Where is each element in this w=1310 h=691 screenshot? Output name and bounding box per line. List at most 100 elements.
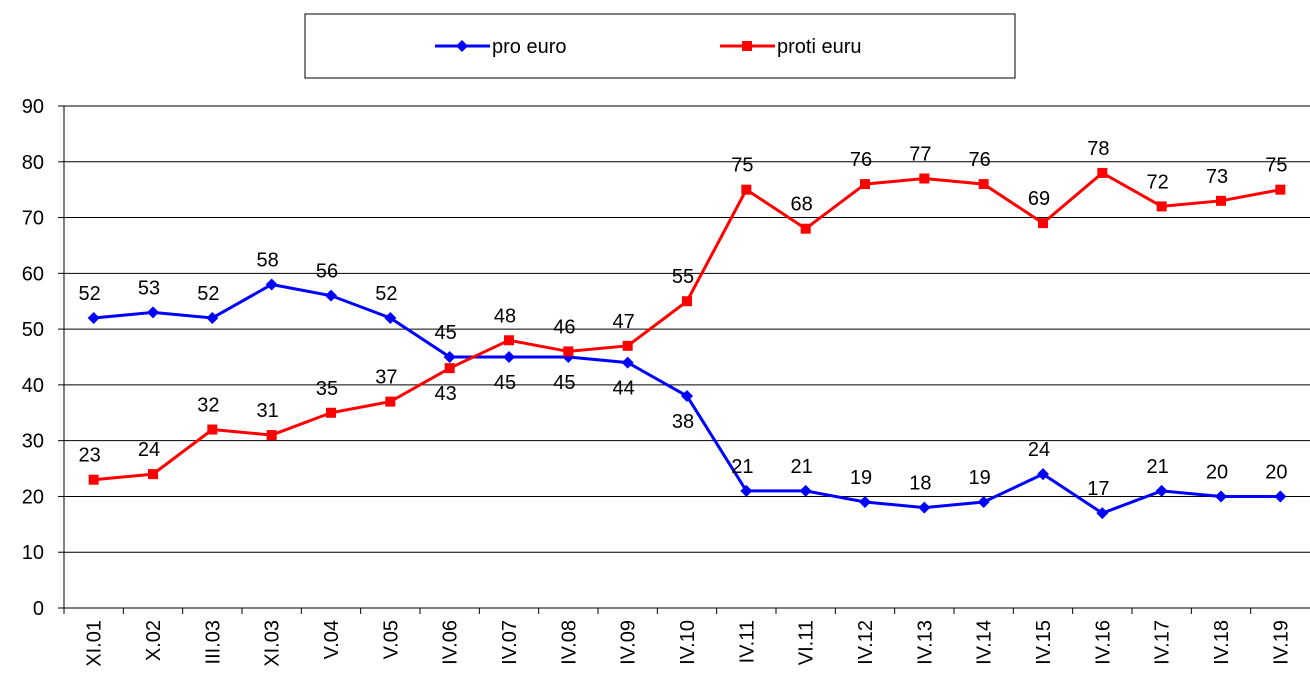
- marker: [860, 179, 870, 190]
- marker: [621, 356, 634, 369]
- marker: [265, 278, 278, 291]
- marker: [1275, 184, 1286, 195]
- data-label: 18: [909, 473, 931, 495]
- marker: [1038, 218, 1048, 229]
- marker: [682, 296, 692, 307]
- marker: [148, 469, 158, 480]
- y-tick-label: 70: [22, 208, 44, 230]
- marker: [504, 335, 514, 346]
- marker: [563, 346, 574, 357]
- data-label: 23: [79, 445, 101, 467]
- marker: [1037, 468, 1049, 481]
- data-label: 21: [791, 456, 813, 478]
- x-tick-label: IV.19: [1270, 620, 1292, 665]
- data-label: 77: [909, 144, 931, 166]
- y-tick-label: 10: [22, 542, 44, 564]
- marker: [385, 396, 396, 407]
- data-label: 37: [375, 367, 397, 389]
- marker: [326, 407, 336, 418]
- x-tick-label: III.03: [202, 620, 224, 664]
- data-label: 48: [494, 305, 516, 327]
- marker: [503, 351, 515, 363]
- marker: [741, 184, 752, 195]
- marker: [1096, 507, 1109, 520]
- marker: [443, 351, 456, 363]
- x-tick-label: IV.14: [974, 620, 996, 665]
- data-label: 38: [672, 411, 694, 433]
- marker: [1155, 484, 1168, 497]
- data-label: 32: [197, 395, 219, 417]
- y-tick-label: 40: [22, 375, 44, 397]
- x-tick-label: IV.16: [1092, 620, 1114, 665]
- x-tick-label: IV.11: [736, 620, 758, 663]
- marker: [740, 484, 753, 497]
- x-tick-label: IV.12: [855, 620, 877, 665]
- marker: [742, 41, 752, 51]
- marker: [1097, 167, 1108, 178]
- x-tick-label: IV.13: [914, 620, 936, 665]
- marker: [1274, 490, 1287, 503]
- marker: [919, 173, 930, 184]
- marker: [266, 430, 277, 441]
- legend-label: proti euru: [777, 36, 862, 58]
- marker: [456, 40, 468, 52]
- y-tick-label: 30: [22, 431, 44, 453]
- x-tick-label: IV.06: [440, 620, 462, 665]
- x-tick-label: IV.15: [1033, 620, 1055, 665]
- data-label: 58: [257, 249, 279, 271]
- marker: [206, 311, 219, 324]
- marker: [384, 311, 397, 324]
- data-label: 19: [969, 467, 991, 489]
- marker: [1215, 490, 1227, 503]
- marker: [444, 363, 455, 374]
- x-tick-label: IV.18: [1211, 620, 1233, 665]
- data-label: 76: [969, 149, 991, 171]
- data-label: 17: [1087, 478, 1109, 500]
- data-label: 55: [672, 266, 694, 288]
- marker: [681, 390, 693, 403]
- marker: [978, 179, 989, 190]
- marker: [977, 496, 990, 509]
- marker: [1216, 195, 1226, 206]
- marker: [325, 289, 337, 302]
- legend-box: [304, 13, 1016, 79]
- x-tick-label: XI.03: [262, 620, 284, 667]
- marker: [799, 484, 812, 497]
- data-label: 78: [1087, 138, 1109, 160]
- y-tick-label: 0: [33, 598, 44, 620]
- x-tick-label: IV.09: [618, 620, 640, 665]
- marker: [800, 223, 811, 234]
- data-label: 20: [1265, 461, 1287, 483]
- data-label: 24: [138, 439, 160, 461]
- x-tick-label: IV.17: [1152, 620, 1174, 665]
- data-label: 20: [1206, 461, 1228, 483]
- data-label: 19: [850, 467, 872, 489]
- data-label: 21: [1147, 456, 1169, 478]
- data-label: 53: [138, 277, 160, 299]
- data-label: 24: [1028, 439, 1050, 461]
- x-tick-label: XI.01: [84, 620, 106, 667]
- marker: [622, 340, 633, 351]
- x-tick-label: VI.11: [796, 620, 818, 665]
- marker: [1156, 201, 1167, 212]
- marker: [147, 306, 159, 319]
- data-label: 75: [731, 155, 753, 177]
- marker: [87, 311, 100, 324]
- marker: [88, 474, 99, 485]
- data-label: 45: [553, 372, 575, 394]
- x-tick-label: V.05: [380, 620, 402, 659]
- data-label: 52: [79, 283, 101, 305]
- marker: [859, 496, 871, 509]
- data-label: 73: [1206, 166, 1228, 188]
- data-label: 31: [257, 400, 279, 422]
- y-tick-label: 60: [22, 263, 44, 285]
- data-label: 46: [553, 316, 575, 338]
- data-label: 52: [197, 283, 219, 305]
- legend-label: pro euro: [492, 36, 567, 58]
- data-label: 44: [613, 378, 635, 400]
- data-label: 56: [316, 261, 338, 283]
- x-tick-label: IV.08: [558, 620, 580, 665]
- y-tick-label: 20: [22, 486, 44, 508]
- data-label: 21: [731, 456, 753, 478]
